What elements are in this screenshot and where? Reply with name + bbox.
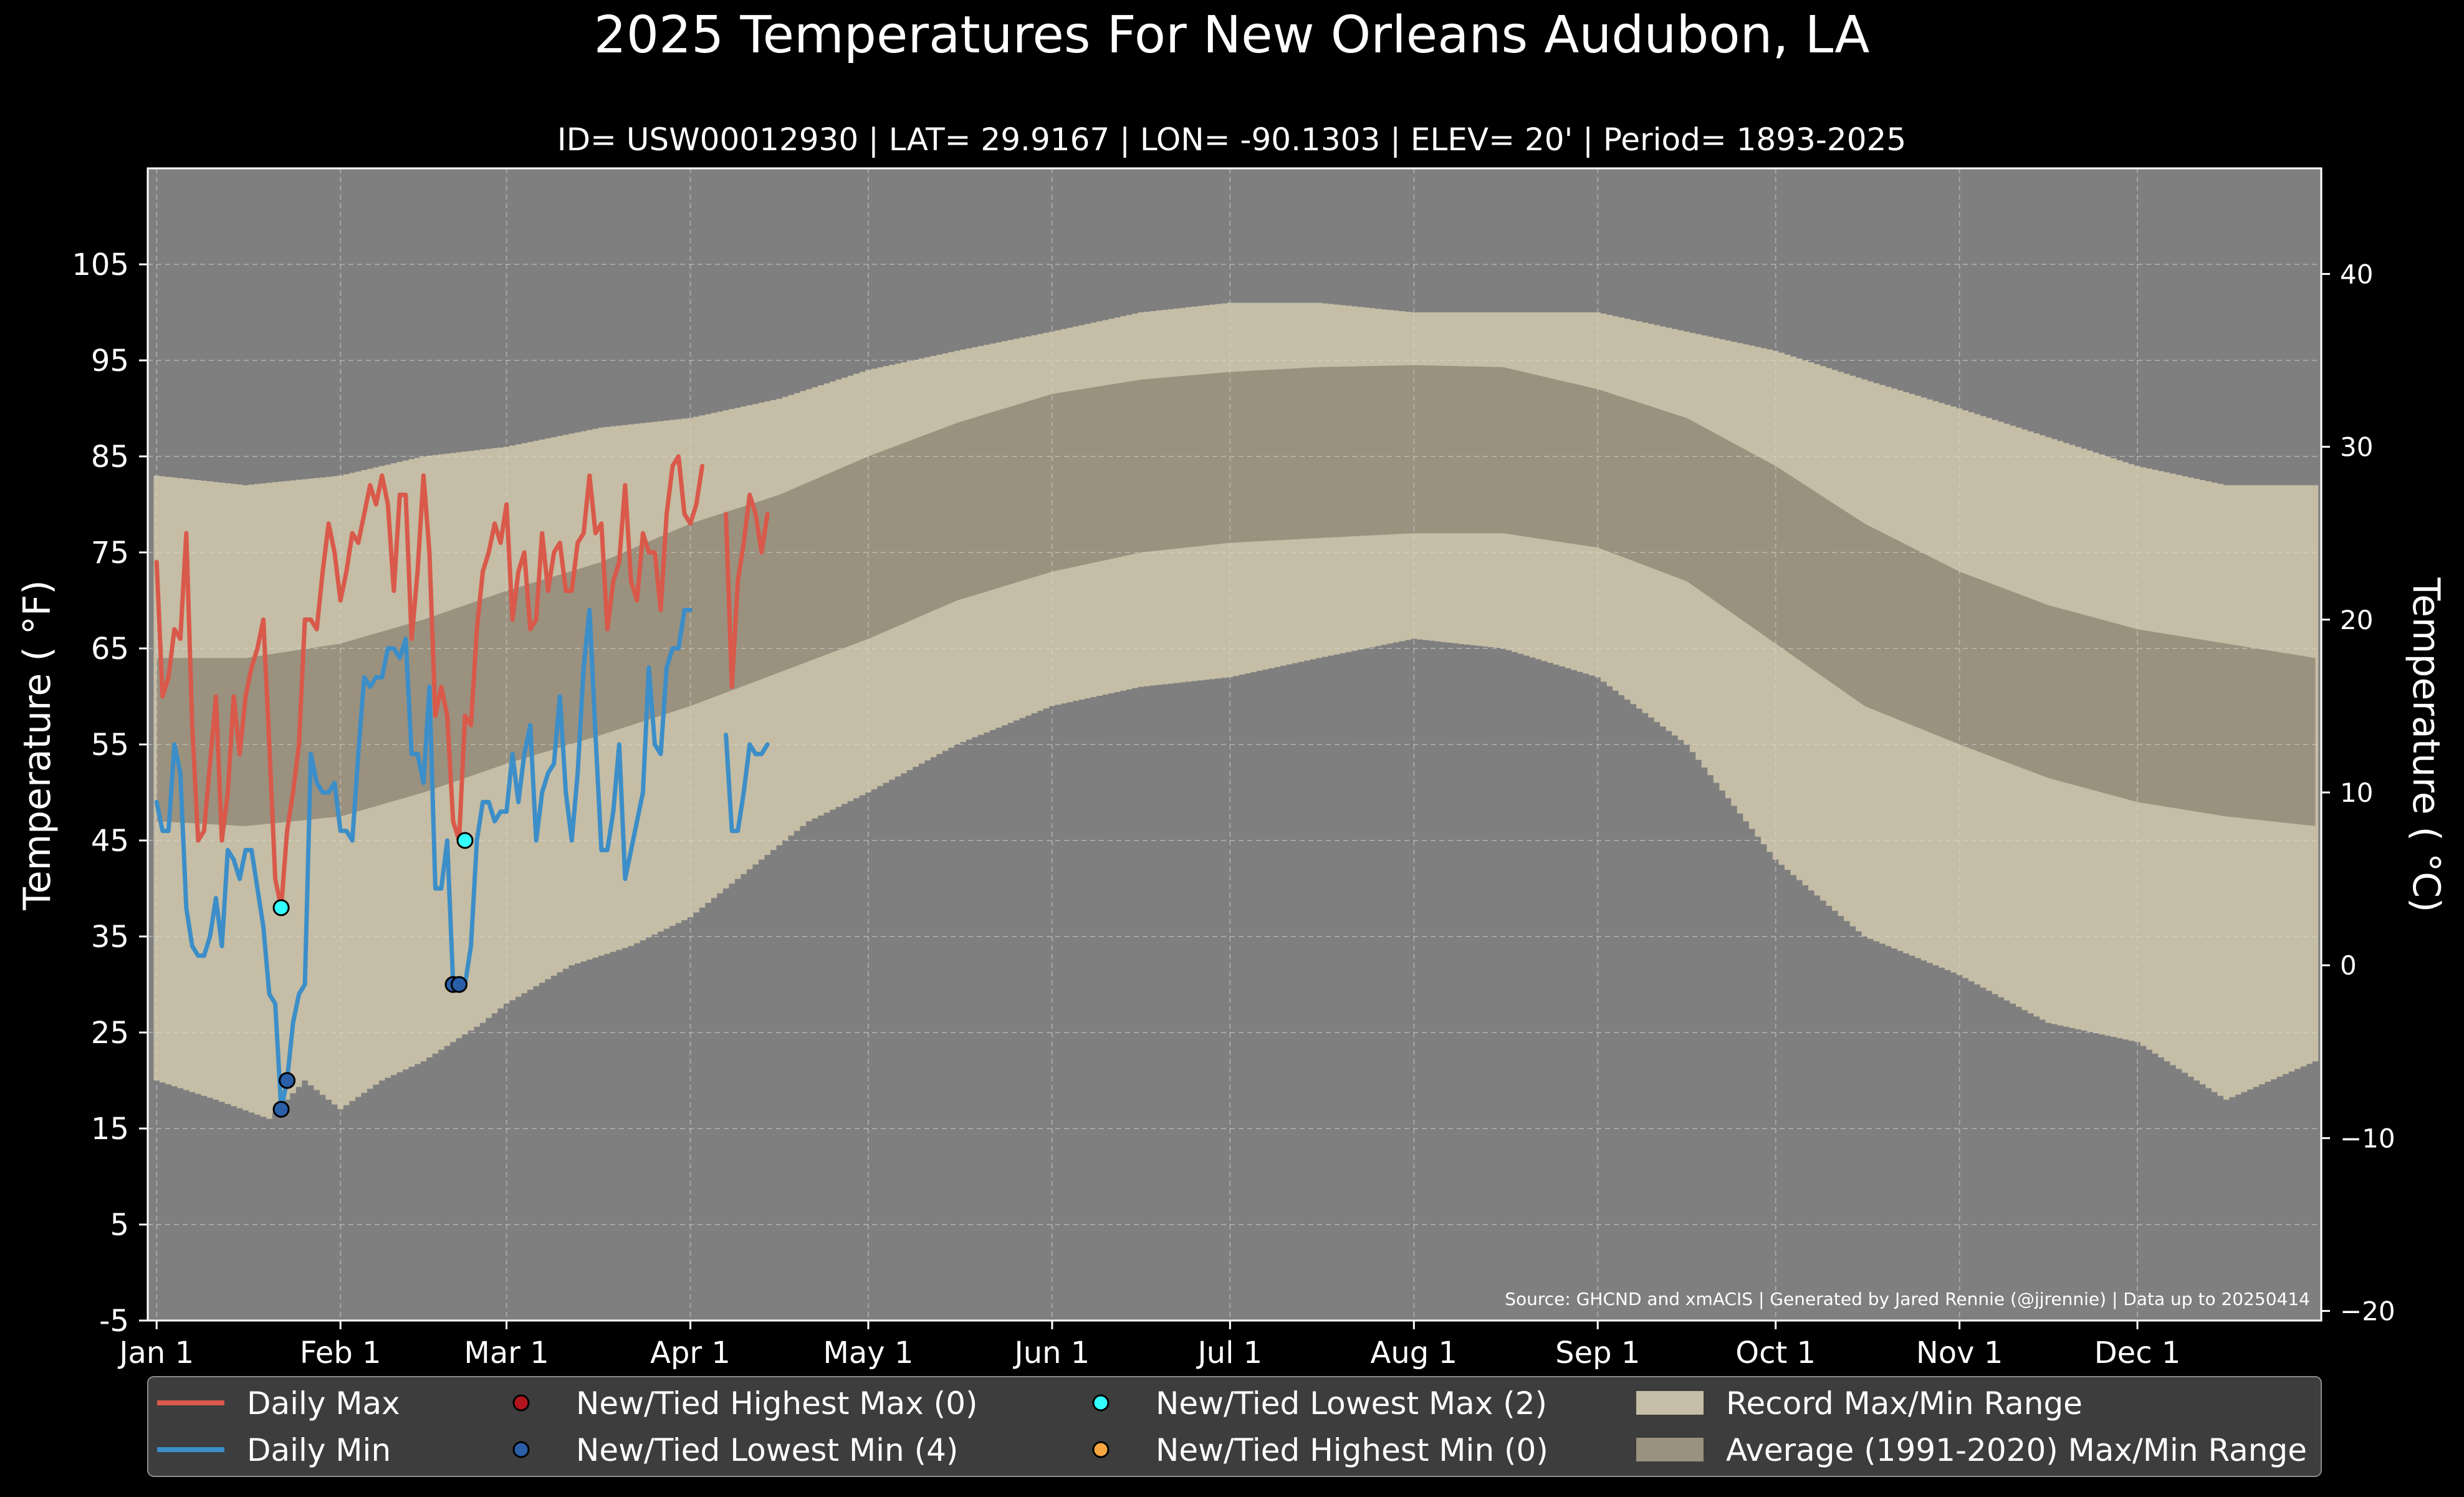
axes: -5 5 15 25 35 45 55 65 75 85 95 105 −20 −10 0 10 20 30 40 J…: [72, 167, 2395, 1370]
x-tick-label: May 1: [823, 1336, 913, 1370]
y2-tick-label: 0: [2340, 950, 2357, 981]
y-tick-label: 65: [91, 632, 129, 667]
x-tick-label: Dec 1: [2094, 1336, 2181, 1370]
y-tick-label: 95: [91, 344, 129, 378]
legend-swatch-marker: [1092, 1441, 1110, 1458]
y-tick-label: 75: [91, 536, 129, 570]
x-tick-label: Apr 1: [650, 1336, 731, 1370]
y-tick-label: 85: [91, 440, 129, 474]
x-tick-label: Jul 1: [1196, 1336, 1263, 1370]
chart-subtitle: ID= USW00012930 | LAT= 29.9167 | LON= -9…: [557, 122, 1906, 158]
y2-tick-label: 20: [2340, 605, 2373, 635]
y-tick-label: 105: [72, 248, 129, 282]
lowest-min-marker: [451, 976, 468, 993]
legend-label: Daily Min: [247, 1432, 391, 1468]
legend-label: Average (1991-2020) Max/Min Range: [1726, 1432, 2307, 1468]
plot-area: [148, 168, 2321, 1321]
legend-swatch-marker: [512, 1394, 530, 1412]
lowest-min-marker: [272, 1100, 290, 1118]
y-axis-label-left: Temperature ( °F): [16, 580, 59, 911]
legend-label: New/Tied Lowest Min (4): [576, 1432, 958, 1468]
y-tick-label: -5: [99, 1304, 129, 1339]
x-tick-label: Aug 1: [1371, 1336, 1458, 1370]
lowest-max-marker: [272, 899, 290, 917]
y-tick-label: 5: [110, 1208, 129, 1243]
legend-swatch-patch: [1636, 1391, 1704, 1415]
average-range-band: [156, 365, 2316, 826]
x-tick-label: Mar 1: [464, 1336, 549, 1370]
legend: Daily Max Daily Min New/Tied Highest Max (…: [147, 1376, 2322, 1477]
y2-tick-label: −10: [2340, 1123, 2395, 1153]
legend-swatch-patch: [1636, 1438, 1704, 1461]
x-tick-label: Oct 1: [1735, 1336, 1816, 1370]
chart-title: 2025 Temperatures For New Orleans Audubo…: [594, 6, 1870, 65]
y-tick-label: 25: [91, 1016, 129, 1051]
y-tick-label: 55: [91, 728, 129, 763]
y-axis-label-right: Temperature ( °C): [2404, 577, 2448, 913]
x-tick-label: Nov 1: [1916, 1336, 2003, 1370]
source-credit: Source: GHCND and xmACIS | Generated by …: [1505, 1289, 2310, 1309]
y-tick-label: 15: [91, 1112, 129, 1147]
daily-max-line: [724, 493, 770, 690]
legend-swatch-marker: [512, 1441, 530, 1458]
daily-min-line: [724, 733, 770, 834]
legend-label: New/Tied Lowest Max (2): [1156, 1385, 1547, 1422]
x-tick-label: Jun 1: [1013, 1336, 1090, 1370]
y-tick-label: 45: [91, 824, 129, 859]
y2-tick-label: −20: [2340, 1296, 2395, 1327]
y-tick-label: 35: [91, 920, 129, 955]
daily-max-line: [154, 454, 705, 910]
legend-swatch-marker: [1092, 1394, 1110, 1412]
legend-label: Record Max/Min Range: [1726, 1385, 2083, 1422]
x-tick-label: Feb 1: [300, 1336, 381, 1370]
legend-label: New/Tied Highest Max (0): [576, 1385, 978, 1422]
y2-tick-label: 30: [2340, 432, 2373, 463]
x-tick-label: Sep 1: [1555, 1336, 1640, 1370]
y2-tick-label: 10: [2340, 777, 2373, 808]
y2-tick-label: 40: [2340, 259, 2373, 289]
legend-box: [147, 1376, 2322, 1477]
lowest-min-marker: [279, 1072, 296, 1089]
legend-label: Daily Max: [247, 1385, 400, 1422]
legend-label: New/Tied Highest Min (0): [1156, 1432, 1548, 1468]
daily-min-line: [154, 607, 693, 1112]
x-tick-label: Jan 1: [117, 1336, 194, 1370]
lowest-max-marker: [456, 832, 474, 849]
